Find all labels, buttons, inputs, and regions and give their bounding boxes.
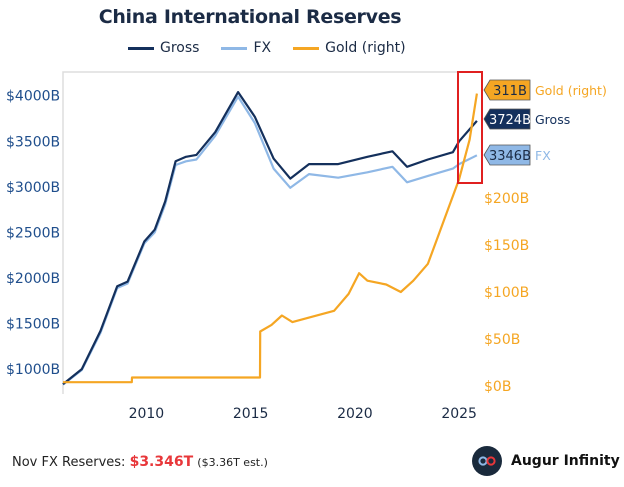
y-left-tick-label: $1000B xyxy=(6,362,60,378)
end-label-name-fx: FX xyxy=(535,148,551,163)
footer-estimate: ($3.36T est.) xyxy=(197,456,268,469)
legend-swatch-fx xyxy=(221,46,248,50)
legend-label-gross: Gross xyxy=(160,40,200,56)
y-left-tick-label: $4000B xyxy=(6,89,60,105)
legend-label-gold: Gold (right) xyxy=(325,40,406,56)
end-label-box-gross xyxy=(483,108,531,130)
y-left-tick-label: $2500B xyxy=(6,225,60,241)
end-label-value-gross: 3724B xyxy=(489,113,531,128)
end-label-name-gross: Gross xyxy=(535,112,570,127)
y-right-tick-label: $0B xyxy=(484,379,511,395)
legend-item-gross: Gross xyxy=(128,40,199,56)
y-right-tick-label: $200B xyxy=(484,191,529,207)
x-tick-label: 2010 xyxy=(129,406,165,422)
infinity-logo-icon xyxy=(472,446,502,476)
legend: Gross FX Gold (right) xyxy=(128,40,406,56)
legend-swatch-gross xyxy=(128,46,154,50)
legend-label-fx: FX xyxy=(253,40,272,56)
legend-item-fx: FX xyxy=(221,40,271,56)
y-left-tick-label: $1500B xyxy=(6,317,60,333)
end-label-box-gold xyxy=(483,79,531,101)
x-tick-label: 2025 xyxy=(441,406,477,422)
end-label-value-gold: 311B xyxy=(493,84,527,99)
footer-label: Nov FX Reserves: xyxy=(12,455,126,470)
brand: Augur Infinity xyxy=(472,446,620,476)
legend-swatch-gold xyxy=(293,46,320,50)
y-right-tick-label: $50B xyxy=(484,332,520,348)
series-line-gold xyxy=(63,93,478,384)
y-left-tick-label: $2000B xyxy=(6,271,60,287)
series-line-fx xyxy=(62,95,478,386)
chart-title: China International Reserves xyxy=(98,6,402,28)
x-tick-label: 2015 xyxy=(233,406,269,422)
legend-item-gold: Gold (right) xyxy=(293,40,406,56)
y-right-tick-label: $100B xyxy=(484,285,529,301)
end-label-value-fx: 3346B xyxy=(489,149,531,164)
brand-name: Augur Infinity xyxy=(511,453,620,469)
y-right-tick-label: $150B xyxy=(484,238,529,254)
y-left-tick-label: $3500B xyxy=(6,134,60,150)
plot-frame xyxy=(62,71,480,394)
series-line-gross xyxy=(62,91,478,386)
footer-summary: Nov FX Reserves: $3.346T ($3.36T est.) xyxy=(12,454,268,470)
highlight-box xyxy=(457,71,483,184)
y-left-tick-label: $3000B xyxy=(6,180,60,196)
end-label-box-fx xyxy=(483,144,531,166)
x-tick-label: 2020 xyxy=(337,406,373,422)
footer-value: $3.346T xyxy=(129,454,194,470)
end-label-name-gold: Gold (right) xyxy=(535,83,607,98)
